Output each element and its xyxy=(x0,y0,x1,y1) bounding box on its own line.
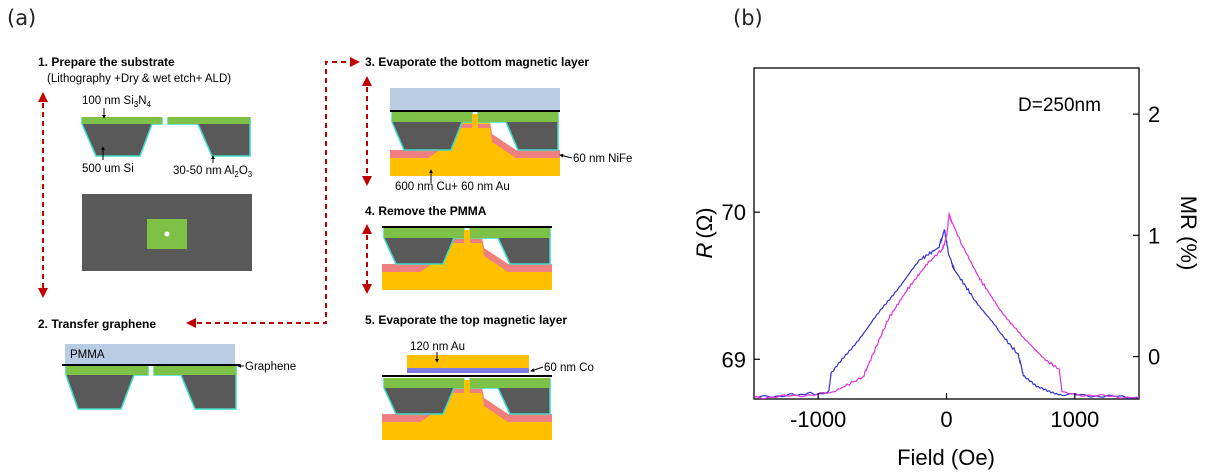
chart-series-group xyxy=(754,211,1139,399)
y-left-tick-label: 69 xyxy=(722,347,746,372)
co-pointer xyxy=(530,366,544,372)
chart-axes: -1000 0 1000 69 70 0 1 2 xyxy=(722,102,1161,432)
x-axis-label: Field (Oe) xyxy=(897,445,995,470)
graphene-label: Graphene xyxy=(245,361,296,373)
al2o3-label: 30-50 nm Al2O3 xyxy=(173,165,253,179)
x-tick-label: 1000 xyxy=(1050,407,1099,432)
step-1-subtitle: (Lithography +Dry & wet etch+ ALD) xyxy=(47,73,231,85)
y-right-tick-label: 0 xyxy=(1148,345,1160,370)
cu-au-label: 600 nm Cu+ 60 nm Au xyxy=(395,181,510,193)
nife-label: 60 nm NiFe xyxy=(573,153,632,165)
panel-b-label: (b) xyxy=(733,6,763,30)
au-top-label: 120 nm Au xyxy=(410,341,465,353)
step-2-title: 2. Transfer graphene xyxy=(38,317,156,331)
mr-chart: -1000 0 1000 69 70 0 1 2 D=250nm Field (Oe) R(Ω… xyxy=(692,67,1201,470)
flow-arrow-step2-to-3 xyxy=(186,57,360,328)
step-1-cross-section xyxy=(81,117,251,157)
step-3-cross-section xyxy=(390,88,560,176)
step-4-title: 4. Remove the PMMA xyxy=(365,204,487,218)
step-3-title: 3. Evaporate the bottom magnetic layer xyxy=(365,55,589,69)
step-5-cross-section xyxy=(382,355,552,440)
x-tick-label: 0 xyxy=(940,407,952,432)
y-right-tick-label: 1 xyxy=(1148,223,1160,248)
chart-annotation: D=250nm xyxy=(1018,95,1101,116)
panel-a-label: (a) xyxy=(7,6,37,30)
si3n4-label: 100 nm Si3N4 xyxy=(82,95,152,109)
substrate-top-view xyxy=(82,194,252,271)
y-right-tick-label: 2 xyxy=(1148,102,1160,127)
process-flow-diagram: 1. Prepare the substrate (Lithography +D… xyxy=(38,55,632,440)
y-left-axis-label: R(Ω) xyxy=(692,208,717,259)
step-2-cross-section xyxy=(62,344,240,410)
x-tick-label: -1000 xyxy=(790,407,846,432)
co-label: 60 nm Co xyxy=(544,362,594,374)
si-label: 500 um Si xyxy=(82,163,134,175)
series-line-1 xyxy=(754,228,1139,399)
flow-arrows xyxy=(38,57,372,328)
step-5-title: 5. Evaporate the top magnetic layer xyxy=(365,313,567,327)
y-left-tick-label: 70 xyxy=(722,200,746,225)
series-line-2 xyxy=(754,211,1139,399)
pmma-label: PMMA xyxy=(70,349,105,361)
y-right-axis-label: MR (%) xyxy=(1176,196,1201,271)
step-4-cross-section xyxy=(382,226,552,290)
step-1-title: 1. Prepare the substrate xyxy=(38,55,175,69)
nife-pointer xyxy=(559,153,573,159)
